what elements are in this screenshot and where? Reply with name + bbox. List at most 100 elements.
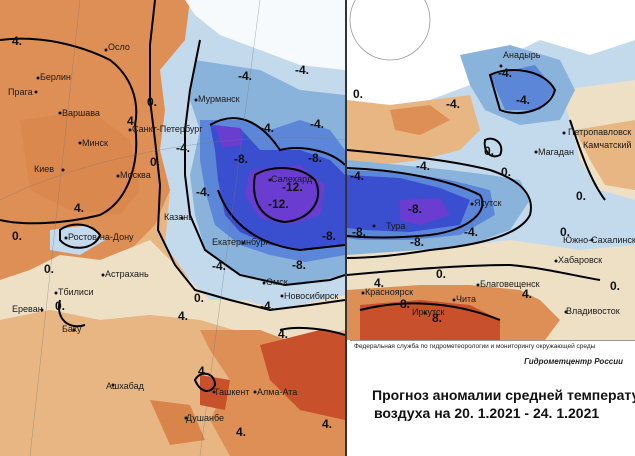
city-label-petropavlovsk: Петропавловск — [568, 127, 631, 137]
city-label-kamchatsky: Камчатский — [583, 140, 631, 150]
city-label-kiev: Киев — [34, 164, 54, 174]
city-label-oslo: Осло — [108, 42, 130, 52]
city-label-anadyr: Анадырь — [503, 50, 541, 60]
contour-pos4-tashkent — [193, 372, 217, 392]
contour-zero-right — [346, 263, 601, 281]
contour-label: -4. — [196, 185, 210, 199]
contour-label: 0. — [12, 229, 22, 243]
cold-zone-right-deepest — [400, 198, 450, 225]
contour-label: 4. — [178, 309, 188, 323]
contour-label: -8. — [308, 151, 322, 165]
city-label-magadan: Магадан — [538, 147, 574, 157]
contour-pos4-west — [0, 37, 138, 225]
agency-name: Федеральная служба по гидрометеорологии … — [354, 343, 596, 350]
contour-label: -4. — [176, 141, 190, 155]
contour-zero-magadan — [483, 137, 503, 158]
contour-zero-east — [569, 119, 606, 201]
contour-label: -4. — [350, 169, 364, 183]
contour-label: 4. — [322, 417, 332, 431]
contour-label: -4. — [516, 93, 530, 107]
warm-spot-dushanbe — [150, 400, 205, 445]
city-label-tashkent: Ташкент — [214, 387, 249, 397]
warm-spot-north — [390, 105, 450, 135]
city-label-spb: Санкт-Петербург — [132, 124, 203, 134]
city-label-yuzhno: Южно-Сахалинск — [563, 235, 635, 245]
city-label-almaata: Алма-Ата — [257, 387, 297, 397]
contour-label: 0. — [147, 95, 157, 109]
contour-label: 4. — [374, 276, 384, 290]
city-labels: Осло Берлин Прага Варшава Минск Киев Мос… — [8, 42, 635, 423]
contour-neg4-right — [346, 149, 532, 259]
city-label-moskva: Москва — [120, 170, 151, 180]
city-label-dushanbe: Душанбе — [186, 413, 224, 423]
center-name: Гидрометцентр России — [524, 357, 623, 366]
contour-neg8-right — [346, 167, 484, 239]
contour-label: 0. — [194, 291, 204, 305]
forecast-title: Прогноз аномалии средней температуры — [372, 387, 635, 403]
contour-label: -8. — [234, 152, 248, 166]
contour-zero-left — [149, 0, 346, 312]
forecast-period: воздуха на 20. 1.2021 - 24. 1.2021 — [374, 405, 600, 421]
contour-label: -4. — [310, 117, 324, 131]
city-label-kazan: Казань — [164, 212, 193, 222]
contour-lines-right — [346, 69, 606, 321]
panel-divider — [345, 0, 347, 456]
cold-zone-deepest-murmansk — [215, 125, 242, 148]
city-label-irkutsk: Иркутск — [412, 307, 445, 317]
contour-label: -4. — [295, 63, 309, 77]
city-label-varshava: Варшава — [62, 108, 100, 118]
cold-spot-rostov — [50, 225, 105, 255]
contour-label: -4. — [446, 97, 460, 111]
arctic-ocean-blank — [185, 0, 345, 70]
contour-label: -12. — [282, 180, 303, 194]
contour-label: 4. — [522, 287, 532, 301]
contour-label: -8. — [322, 229, 336, 243]
contour-neg4-chukotka — [488, 69, 557, 115]
contour-label: -8. — [408, 202, 422, 216]
contour-label: 4. — [74, 201, 84, 215]
contour-label: 0. — [55, 299, 65, 313]
contour-label: 0. — [436, 267, 446, 281]
contour-label: 0. — [353, 87, 363, 101]
contour-pos8-right — [359, 302, 501, 321]
contour-label: -8. — [352, 225, 366, 239]
contour-label: 8. — [400, 297, 410, 311]
warm-zone-southeast-core — [260, 330, 345, 420]
cold-zone-deepest — [245, 165, 325, 225]
city-label-omsk: Омск — [266, 277, 288, 287]
city-label-ashkhabad: Ашхабад — [106, 381, 145, 391]
contour-label: 0. — [44, 262, 54, 276]
contour-label: -4. — [498, 66, 512, 80]
city-label-baku: Баку — [62, 324, 82, 334]
contour-neg8-south — [217, 189, 346, 252]
contour-label: 0. — [576, 189, 586, 203]
right-panel — [346, 0, 635, 340]
city-label-chita: Чита — [456, 294, 476, 304]
contour-label: -4. — [416, 159, 430, 173]
contour-label: 4. — [127, 114, 137, 128]
warm-east — [575, 120, 635, 190]
city-label-yakutsk: Якутск — [474, 198, 502, 208]
city-label-praga: Прага — [8, 87, 33, 97]
city-label-krasnoyarsk: Красноярск — [365, 287, 413, 297]
contour-label: -8. — [410, 235, 424, 249]
contour-label: 4. — [236, 425, 246, 439]
city-label-berlin: Берлин — [40, 72, 71, 82]
contour-label: 4. — [278, 327, 288, 341]
graticule-left — [0, 0, 346, 456]
city-label-salekhard: Салехард — [271, 174, 313, 184]
contour-zero-rostov — [59, 223, 102, 249]
contour-label: 4. — [198, 364, 208, 378]
city-label-blagoveshchensk: Благовещенск — [480, 279, 540, 289]
city-label-khabarovsk: Хабаровск — [558, 255, 602, 265]
left-panel — [0, 0, 346, 456]
contour-label: -8. — [292, 258, 306, 272]
legend-box: Федеральная служба по гидрометеорологии … — [350, 340, 635, 456]
contour-label: -4. — [212, 259, 226, 273]
polar-circle-right — [349, 0, 431, 61]
contour-label: 0. — [610, 279, 620, 293]
contour-neg8-north — [209, 117, 346, 166]
contour-label: 0. — [501, 165, 511, 179]
contour-labels: 4. 4. 0. 0. -4. 4. 0. 0. 0. -4. -4. -4. … — [12, 34, 620, 439]
city-label-ekaterinburg: Екатеринбург — [212, 237, 269, 247]
